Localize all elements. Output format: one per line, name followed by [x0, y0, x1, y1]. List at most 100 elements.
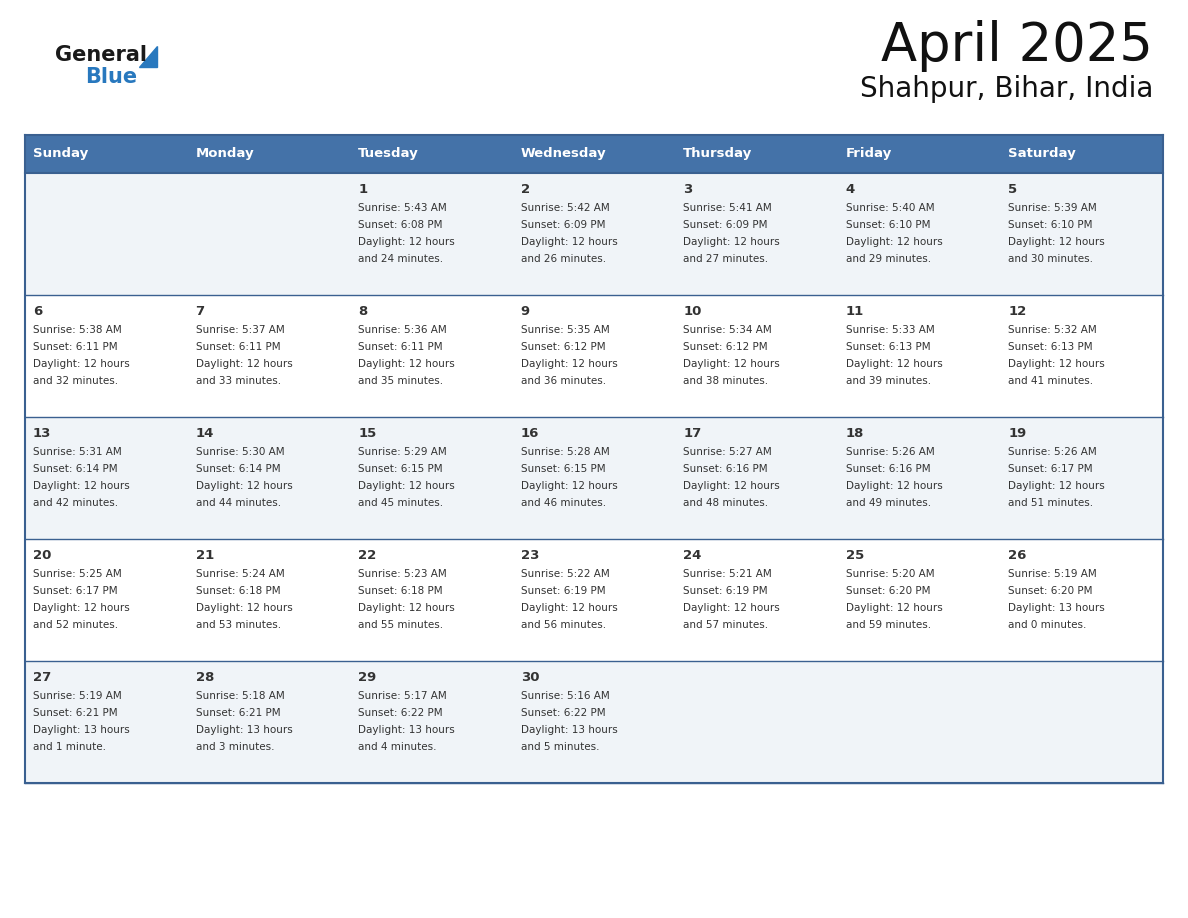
Text: Sunset: 6:12 PM: Sunset: 6:12 PM — [520, 342, 606, 352]
Text: Wednesday: Wednesday — [520, 148, 606, 161]
Text: 2: 2 — [520, 183, 530, 196]
Text: 28: 28 — [196, 671, 214, 684]
Text: and 26 minutes.: and 26 minutes. — [520, 254, 606, 264]
Text: Daylight: 13 hours: Daylight: 13 hours — [358, 725, 455, 735]
Text: 23: 23 — [520, 549, 539, 562]
Text: Sunday: Sunday — [33, 148, 88, 161]
Text: Daylight: 12 hours: Daylight: 12 hours — [196, 359, 292, 369]
Text: 21: 21 — [196, 549, 214, 562]
Text: and 41 minutes.: and 41 minutes. — [1009, 376, 1093, 386]
Text: 4: 4 — [846, 183, 855, 196]
Text: Sunrise: 5:43 AM: Sunrise: 5:43 AM — [358, 203, 447, 213]
Text: and 4 minutes.: and 4 minutes. — [358, 742, 437, 752]
Text: Sunrise: 5:25 AM: Sunrise: 5:25 AM — [33, 569, 121, 579]
Text: Daylight: 13 hours: Daylight: 13 hours — [520, 725, 618, 735]
Text: Daylight: 12 hours: Daylight: 12 hours — [358, 359, 455, 369]
Text: Sunset: 6:21 PM: Sunset: 6:21 PM — [33, 708, 118, 718]
Text: Sunrise: 5:26 AM: Sunrise: 5:26 AM — [1009, 447, 1098, 457]
Text: Daylight: 12 hours: Daylight: 12 hours — [1009, 481, 1105, 491]
Text: 19: 19 — [1009, 427, 1026, 440]
Text: Sunset: 6:19 PM: Sunset: 6:19 PM — [683, 586, 767, 596]
Text: and 29 minutes.: and 29 minutes. — [846, 254, 931, 264]
Text: and 57 minutes.: and 57 minutes. — [683, 620, 769, 630]
Text: 3: 3 — [683, 183, 693, 196]
Text: 9: 9 — [520, 305, 530, 318]
Text: 15: 15 — [358, 427, 377, 440]
Text: Daylight: 13 hours: Daylight: 13 hours — [1009, 603, 1105, 613]
Text: 11: 11 — [846, 305, 864, 318]
Bar — [25, 135, 1163, 173]
Text: Thursday: Thursday — [683, 148, 752, 161]
Text: Sunrise: 5:40 AM: Sunrise: 5:40 AM — [846, 203, 935, 213]
Text: Sunset: 6:14 PM: Sunset: 6:14 PM — [196, 464, 280, 474]
Text: 17: 17 — [683, 427, 702, 440]
Bar — [25, 661, 1163, 783]
Text: Sunrise: 5:34 AM: Sunrise: 5:34 AM — [683, 325, 772, 335]
Text: General: General — [55, 45, 147, 65]
Bar — [25, 295, 1163, 417]
Text: Daylight: 12 hours: Daylight: 12 hours — [846, 237, 942, 247]
Text: and 3 minutes.: and 3 minutes. — [196, 742, 274, 752]
Text: and 30 minutes.: and 30 minutes. — [1009, 254, 1093, 264]
Text: and 46 minutes.: and 46 minutes. — [520, 498, 606, 508]
Text: Daylight: 12 hours: Daylight: 12 hours — [520, 237, 618, 247]
Text: Daylight: 12 hours: Daylight: 12 hours — [33, 359, 129, 369]
Text: Daylight: 12 hours: Daylight: 12 hours — [683, 481, 781, 491]
Text: and 0 minutes.: and 0 minutes. — [1009, 620, 1087, 630]
Text: 7: 7 — [196, 305, 204, 318]
Text: Sunrise: 5:33 AM: Sunrise: 5:33 AM — [846, 325, 935, 335]
Text: Daylight: 12 hours: Daylight: 12 hours — [33, 603, 129, 613]
Text: and 49 minutes.: and 49 minutes. — [846, 498, 931, 508]
Text: and 35 minutes.: and 35 minutes. — [358, 376, 443, 386]
Text: Sunrise: 5:19 AM: Sunrise: 5:19 AM — [33, 691, 121, 701]
Text: Sunset: 6:20 PM: Sunset: 6:20 PM — [1009, 586, 1093, 596]
Text: Sunrise: 5:30 AM: Sunrise: 5:30 AM — [196, 447, 284, 457]
Text: Sunrise: 5:24 AM: Sunrise: 5:24 AM — [196, 569, 284, 579]
Text: Sunrise: 5:36 AM: Sunrise: 5:36 AM — [358, 325, 447, 335]
Text: Sunrise: 5:19 AM: Sunrise: 5:19 AM — [1009, 569, 1098, 579]
Text: Blue: Blue — [86, 67, 137, 87]
Text: Sunrise: 5:38 AM: Sunrise: 5:38 AM — [33, 325, 121, 335]
Text: and 27 minutes.: and 27 minutes. — [683, 254, 769, 264]
Text: 5: 5 — [1009, 183, 1018, 196]
Text: Daylight: 12 hours: Daylight: 12 hours — [358, 481, 455, 491]
Text: 14: 14 — [196, 427, 214, 440]
Text: and 32 minutes.: and 32 minutes. — [33, 376, 118, 386]
Bar — [25, 539, 1163, 661]
Text: Sunset: 6:21 PM: Sunset: 6:21 PM — [196, 708, 280, 718]
Text: Sunset: 6:22 PM: Sunset: 6:22 PM — [358, 708, 443, 718]
Text: Daylight: 12 hours: Daylight: 12 hours — [846, 359, 942, 369]
Text: Sunset: 6:17 PM: Sunset: 6:17 PM — [33, 586, 118, 596]
Text: and 52 minutes.: and 52 minutes. — [33, 620, 118, 630]
Text: Sunset: 6:15 PM: Sunset: 6:15 PM — [358, 464, 443, 474]
Text: Daylight: 12 hours: Daylight: 12 hours — [358, 603, 455, 613]
Text: Daylight: 12 hours: Daylight: 12 hours — [683, 603, 781, 613]
Text: and 42 minutes.: and 42 minutes. — [33, 498, 118, 508]
Text: 18: 18 — [846, 427, 864, 440]
Text: Sunset: 6:16 PM: Sunset: 6:16 PM — [683, 464, 767, 474]
Text: Sunset: 6:10 PM: Sunset: 6:10 PM — [1009, 220, 1093, 230]
Text: Sunrise: 5:42 AM: Sunrise: 5:42 AM — [520, 203, 609, 213]
Text: Sunset: 6:13 PM: Sunset: 6:13 PM — [1009, 342, 1093, 352]
Text: and 48 minutes.: and 48 minutes. — [683, 498, 769, 508]
Text: Daylight: 12 hours: Daylight: 12 hours — [520, 359, 618, 369]
Bar — [25, 417, 1163, 539]
Text: Sunrise: 5:31 AM: Sunrise: 5:31 AM — [33, 447, 121, 457]
Text: Sunrise: 5:21 AM: Sunrise: 5:21 AM — [683, 569, 772, 579]
Text: and 44 minutes.: and 44 minutes. — [196, 498, 280, 508]
Text: Sunrise: 5:28 AM: Sunrise: 5:28 AM — [520, 447, 609, 457]
Text: and 36 minutes.: and 36 minutes. — [520, 376, 606, 386]
Text: Sunrise: 5:39 AM: Sunrise: 5:39 AM — [1009, 203, 1098, 213]
Text: Sunrise: 5:26 AM: Sunrise: 5:26 AM — [846, 447, 935, 457]
Text: Sunset: 6:14 PM: Sunset: 6:14 PM — [33, 464, 118, 474]
Text: and 59 minutes.: and 59 minutes. — [846, 620, 931, 630]
Text: Shahpur, Bihar, India: Shahpur, Bihar, India — [860, 75, 1154, 103]
Text: Sunrise: 5:41 AM: Sunrise: 5:41 AM — [683, 203, 772, 213]
Text: and 33 minutes.: and 33 minutes. — [196, 376, 280, 386]
Text: Sunset: 6:22 PM: Sunset: 6:22 PM — [520, 708, 606, 718]
Text: Sunset: 6:20 PM: Sunset: 6:20 PM — [846, 586, 930, 596]
Text: 12: 12 — [1009, 305, 1026, 318]
Text: Daylight: 12 hours: Daylight: 12 hours — [683, 237, 781, 247]
Text: 24: 24 — [683, 549, 702, 562]
Text: and 51 minutes.: and 51 minutes. — [1009, 498, 1093, 508]
